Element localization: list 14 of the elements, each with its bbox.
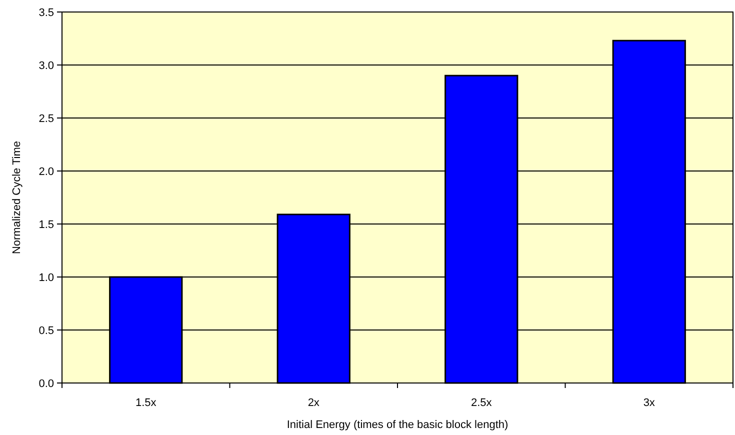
y-tick-label: 0.5 <box>38 324 54 337</box>
x-tick-label: 3x <box>643 397 656 409</box>
y-tick-label: 2.0 <box>38 166 54 178</box>
y-tick-label: 1.0 <box>38 272 54 284</box>
y-tick-label: 2.5 <box>38 112 54 125</box>
y-axis-title: Normalized Cycle Time <box>11 140 23 254</box>
y-tick-label: 3.0 <box>38 60 54 72</box>
x-tick-label: 2.5x <box>470 397 492 409</box>
y-tick-label: 3.5 <box>38 6 54 19</box>
x-axis-title: Initial Energy (times of the basic block length) <box>286 419 508 431</box>
y-tick-label: 0.0 <box>38 378 54 390</box>
y-tick-label: 1.5 <box>38 218 54 231</box>
x-tick-label: 2x <box>308 397 320 409</box>
x-tick-label: 1.5x <box>135 397 157 409</box>
